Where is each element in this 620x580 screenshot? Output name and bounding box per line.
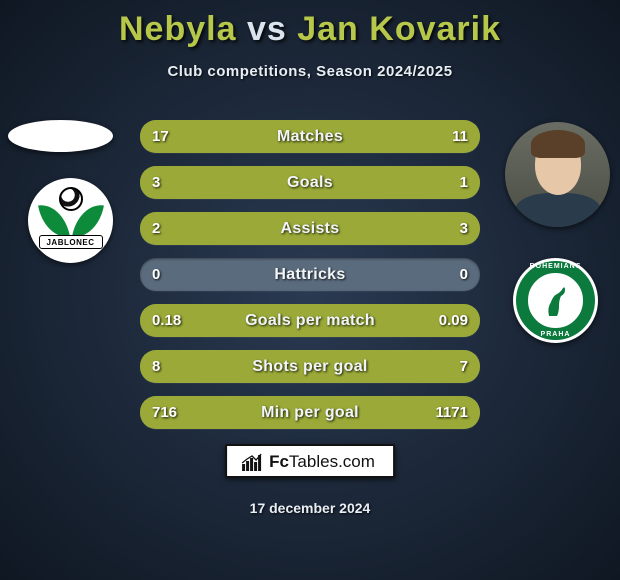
club1-name: JABLONEC <box>39 235 103 249</box>
stat-label: Hattricks <box>140 258 480 291</box>
player2-name: Jan Kovarik <box>297 10 501 48</box>
stat-label: Goals <box>140 166 480 199</box>
club2-name-bottom: PRAHA <box>513 331 598 338</box>
player1-name: Nebyla <box>119 10 237 48</box>
stat-label: Matches <box>140 120 480 153</box>
stat-row: 00Hattricks <box>140 258 480 291</box>
stat-row: 87Shots per goal <box>140 350 480 383</box>
stat-row: 0.180.09Goals per match <box>140 304 480 337</box>
kangaroo-icon <box>543 284 569 318</box>
comparison-date: 17 december 2024 <box>0 500 620 516</box>
stats-container: 1711Matches 31Goals 23Assists 00Hattricks 0.… <box>140 120 480 442</box>
brand-badge[interactable]: FcTables.com <box>225 444 395 478</box>
brand-chart-icon <box>241 452 263 472</box>
club2-name-top: BOHEMIANS <box>513 263 598 270</box>
stat-label: Shots per goal <box>140 350 480 383</box>
vs-separator: vs <box>247 10 287 48</box>
stat-row: 7161171Min per goal <box>140 396 480 429</box>
stat-row: 31Goals <box>140 166 480 199</box>
stat-label: Assists <box>140 212 480 245</box>
player1-avatar <box>8 120 113 152</box>
player1-club-logo: JABLONEC <box>28 178 113 263</box>
comparison-title: Nebyla vs Jan Kovarik <box>0 0 620 49</box>
brand-text: FcTables.com <box>269 452 375 472</box>
player2-avatar <box>505 122 610 227</box>
stat-row: 1711Matches <box>140 120 480 153</box>
player2-club-logo: BOHEMIANS PRAHA <box>513 258 598 343</box>
stat-row: 23Assists <box>140 212 480 245</box>
stat-label: Goals per match <box>140 304 480 337</box>
subtitle: Club competitions, Season 2024/2025 <box>0 63 620 80</box>
stat-label: Min per goal <box>140 396 480 429</box>
